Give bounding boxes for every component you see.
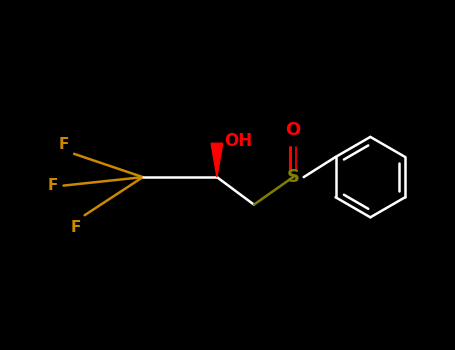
Text: O: O (285, 121, 301, 139)
Text: F: F (48, 178, 58, 193)
Text: S: S (287, 168, 299, 186)
Polygon shape (211, 143, 223, 177)
Text: OH: OH (224, 132, 253, 150)
Text: F: F (71, 220, 81, 236)
Text: F: F (58, 137, 69, 152)
